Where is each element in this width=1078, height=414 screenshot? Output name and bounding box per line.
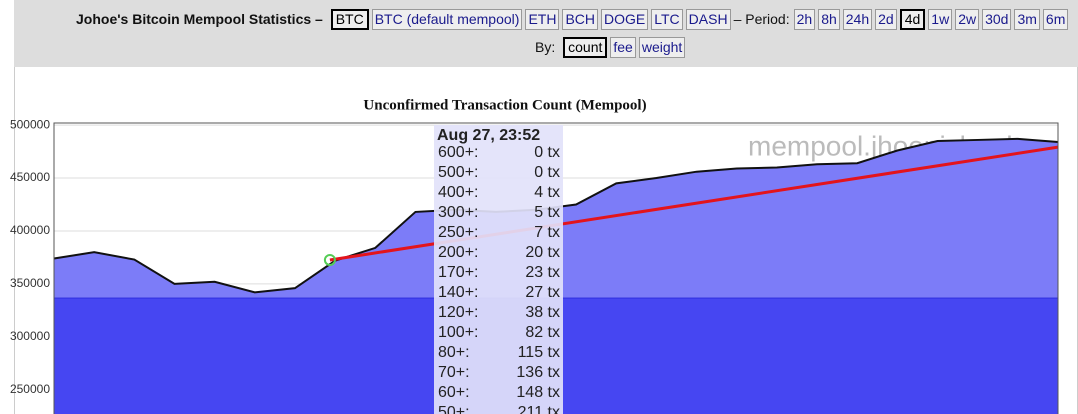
y-tick-label: 400000 bbox=[10, 223, 50, 237]
bucket-label: 140+: bbox=[438, 284, 479, 301]
period-button[interactable]: 1w bbox=[928, 9, 953, 30]
bucket-count: 115 tx bbox=[517, 344, 560, 361]
tooltip: Aug 27, 23:52 600+: 0 tx 500+: 0 tx 400+: 4 t… bbox=[434, 125, 563, 414]
bucket-label: 80+: bbox=[438, 344, 470, 361]
chart-title: Unconfirmed Transaction Count (Mempool) bbox=[363, 97, 646, 113]
bucket-count: 0 tx bbox=[534, 144, 560, 161]
bucket-label: 170+: bbox=[438, 264, 479, 281]
y-tick-label: 350000 bbox=[10, 276, 50, 290]
by-button[interactable]: weight bbox=[638, 37, 686, 58]
coin-button[interactable]: ETH bbox=[525, 9, 560, 30]
period-button[interactable]: 2w bbox=[955, 9, 980, 30]
bucket-label: 250+: bbox=[438, 224, 479, 241]
header: Johoe's Bitcoin Mempool Statistics – BTC… bbox=[14, 0, 1078, 67]
tooltip-row: 250+: 7 tx bbox=[438, 224, 560, 244]
tooltip-row: 60+: 148 tx bbox=[438, 384, 560, 404]
bucket-count: 136 tx bbox=[516, 364, 560, 381]
bucket-count: 4 tx bbox=[534, 184, 560, 201]
tooltip-title: Aug 27, 23:52 bbox=[437, 127, 541, 144]
period-button[interactable]: 2d bbox=[875, 9, 897, 30]
bucket-count: 82 tx bbox=[525, 324, 560, 341]
bucket-count: 5 tx bbox=[534, 204, 560, 221]
tooltip-row: 600+: 0 tx bbox=[438, 144, 560, 164]
bucket-count: 148 tx bbox=[516, 384, 560, 401]
period-button[interactable]: 30d bbox=[982, 9, 1012, 30]
coin-button[interactable]: DASH bbox=[685, 9, 731, 30]
coin-button[interactable]: DOGE bbox=[601, 9, 649, 30]
bucket-label: 600+: bbox=[438, 144, 479, 161]
tooltip-row: 300+: 5 tx bbox=[438, 204, 560, 224]
bucket-label: 400+: bbox=[438, 184, 479, 201]
tooltip-row: 500+: 0 tx bbox=[438, 164, 560, 184]
bucket-count: 20 tx bbox=[525, 244, 560, 261]
bucket-label: 60+: bbox=[438, 384, 470, 401]
bucket-label: 300+: bbox=[438, 204, 479, 221]
tooltip-row: 70+: 136 tx bbox=[438, 364, 560, 384]
bucket-label: 500+: bbox=[438, 164, 479, 181]
period-button[interactable]: 3m bbox=[1014, 9, 1040, 30]
tooltip-row: 200+: 20 tx bbox=[438, 244, 560, 264]
tooltip-row: 120+: 38 tx bbox=[438, 304, 560, 324]
tooltip-row: 140+: 27 tx bbox=[438, 284, 560, 304]
bucket-count: 38 tx bbox=[525, 304, 560, 321]
coin-button[interactable]: BTC (default mempool) bbox=[371, 9, 523, 30]
bucket-count: 211 tx bbox=[517, 404, 560, 414]
tooltip-row: 400+: 4 tx bbox=[438, 184, 560, 204]
period-button[interactable]: 24h bbox=[842, 9, 873, 30]
bucket-count: 23 tx bbox=[525, 264, 560, 281]
y-tick-label: 500000 bbox=[10, 117, 50, 131]
y-tick-label: 450000 bbox=[10, 170, 50, 184]
tooltip-row: 50+: 211 tx bbox=[438, 404, 560, 414]
site-title: Johoe's Bitcoin Mempool Statistics – bbox=[76, 11, 323, 27]
by-label: By: bbox=[535, 39, 556, 55]
bucket-count: 7 tx bbox=[534, 224, 560, 241]
by-button[interactable]: count bbox=[563, 37, 608, 58]
period-button[interactable]: 4d bbox=[899, 9, 926, 30]
period-button[interactable]: 2h bbox=[793, 9, 816, 30]
tooltip-row: 170+: 23 tx bbox=[438, 264, 560, 284]
nav-row: Johoe's Bitcoin Mempool Statistics – BTC… bbox=[76, 9, 1071, 30]
period-label: – Period: bbox=[733, 11, 790, 27]
bucket-label: 120+: bbox=[438, 304, 479, 321]
plot-border bbox=[53, 122, 1059, 414]
bucket-label: 100+: bbox=[438, 324, 479, 341]
bucket-count: 27 tx bbox=[525, 284, 560, 301]
tooltip-row: 80+: 115 tx bbox=[438, 344, 560, 364]
tooltip-row: 100+: 82 tx bbox=[438, 324, 560, 344]
bucket-label: 200+: bbox=[438, 244, 479, 261]
by-row: By: count fee weight bbox=[535, 37, 688, 58]
period-button[interactable]: 8h bbox=[818, 9, 840, 30]
y-tick-label: 250000 bbox=[10, 382, 50, 396]
hover-marker bbox=[323, 253, 336, 266]
coin-button[interactable]: BTC bbox=[330, 9, 369, 30]
period-button[interactable]: 6m bbox=[1042, 9, 1069, 30]
coin-button[interactable]: BCH bbox=[562, 9, 598, 30]
bucket-label: 50+: bbox=[438, 404, 470, 414]
bucket-count: 0 tx bbox=[534, 164, 560, 181]
by-button[interactable]: fee bbox=[610, 37, 636, 58]
coin-button[interactable]: LTC bbox=[651, 9, 683, 30]
y-tick-label: 300000 bbox=[10, 329, 50, 343]
bucket-label: 70+: bbox=[438, 364, 470, 381]
